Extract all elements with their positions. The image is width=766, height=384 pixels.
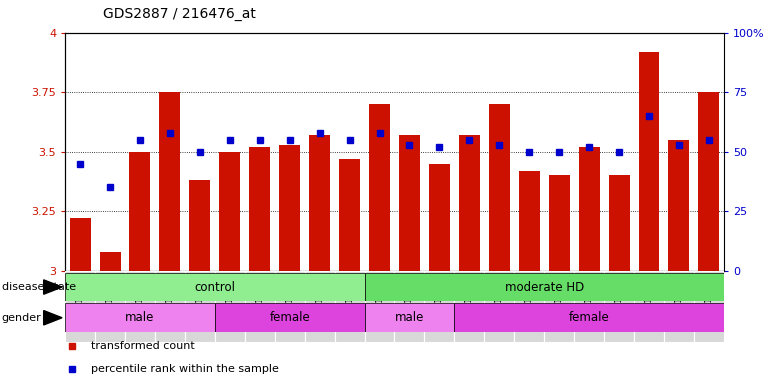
Bar <box>95 271 125 342</box>
Text: GSM217771: GSM217771 <box>76 274 84 327</box>
Text: GSM217783: GSM217783 <box>705 274 713 327</box>
Bar <box>159 92 181 271</box>
Bar <box>399 135 420 271</box>
Bar <box>484 271 514 342</box>
Bar <box>365 273 724 301</box>
Bar <box>544 271 574 342</box>
Bar <box>125 271 155 342</box>
Bar <box>185 271 214 342</box>
Bar <box>339 159 360 271</box>
Text: percentile rank within the sample: percentile rank within the sample <box>91 364 280 374</box>
Bar <box>424 271 454 342</box>
Bar <box>335 271 365 342</box>
Bar <box>639 52 660 271</box>
Text: male: male <box>394 311 424 324</box>
Text: GSM217777: GSM217777 <box>525 274 534 327</box>
Bar <box>608 175 630 271</box>
Bar <box>214 303 365 332</box>
Bar <box>214 271 245 342</box>
Text: GSM217769: GSM217769 <box>315 274 324 327</box>
Bar <box>275 271 305 342</box>
Bar <box>574 271 604 342</box>
Bar <box>245 271 275 342</box>
Bar <box>604 271 634 342</box>
Bar <box>454 271 484 342</box>
Bar <box>65 303 214 332</box>
Polygon shape <box>44 280 62 294</box>
Bar <box>694 271 724 342</box>
Text: GSM217781: GSM217781 <box>644 274 653 327</box>
Text: GSM217785: GSM217785 <box>405 274 414 327</box>
Text: GSM217786: GSM217786 <box>435 274 444 327</box>
Text: GSM217780: GSM217780 <box>614 274 624 327</box>
Bar <box>365 271 394 342</box>
Text: GSM217787: GSM217787 <box>465 274 474 327</box>
Text: male: male <box>126 311 155 324</box>
Text: GDS2887 / 216476_at: GDS2887 / 216476_at <box>103 7 257 21</box>
Bar <box>369 104 390 271</box>
Text: transformed count: transformed count <box>91 341 195 351</box>
Polygon shape <box>44 311 62 325</box>
Bar <box>100 252 120 271</box>
Bar <box>365 303 454 332</box>
Text: GSM217772: GSM217772 <box>106 274 115 327</box>
Bar <box>219 152 241 271</box>
Bar <box>669 140 689 271</box>
Text: GSM217773: GSM217773 <box>136 274 145 327</box>
Bar <box>305 271 335 342</box>
Bar <box>155 271 185 342</box>
Text: GSM217767: GSM217767 <box>255 274 264 327</box>
Bar <box>65 273 365 301</box>
Bar <box>454 303 724 332</box>
Text: GSM217768: GSM217768 <box>285 274 294 327</box>
Text: GSM217782: GSM217782 <box>674 274 683 327</box>
Bar <box>634 271 664 342</box>
Text: GSM217776: GSM217776 <box>495 274 504 327</box>
Bar <box>309 135 330 271</box>
Bar <box>279 144 300 271</box>
Text: GSM217766: GSM217766 <box>225 274 234 327</box>
Text: moderate HD: moderate HD <box>505 281 584 293</box>
Text: GSM217774: GSM217774 <box>165 274 175 327</box>
Text: female: female <box>568 311 610 324</box>
Bar <box>249 147 270 271</box>
Text: GSM217778: GSM217778 <box>555 274 564 327</box>
Text: GSM217784: GSM217784 <box>375 274 384 327</box>
Text: GSM217775: GSM217775 <box>195 274 205 327</box>
Text: control: control <box>195 281 235 293</box>
Bar <box>459 135 480 271</box>
Bar <box>429 164 450 271</box>
Bar <box>699 92 719 271</box>
Bar <box>519 171 540 271</box>
Bar <box>548 175 570 271</box>
Bar <box>65 271 95 342</box>
Bar <box>129 152 150 271</box>
Text: female: female <box>270 311 310 324</box>
Bar <box>578 147 600 271</box>
Bar <box>70 218 90 271</box>
Bar <box>394 271 424 342</box>
Text: gender: gender <box>2 313 41 323</box>
Bar <box>189 180 211 271</box>
Text: GSM217779: GSM217779 <box>584 274 594 327</box>
Text: GSM217770: GSM217770 <box>345 274 354 327</box>
Bar <box>489 104 510 271</box>
Text: disease state: disease state <box>2 282 76 292</box>
Bar <box>664 271 694 342</box>
Bar <box>514 271 544 342</box>
